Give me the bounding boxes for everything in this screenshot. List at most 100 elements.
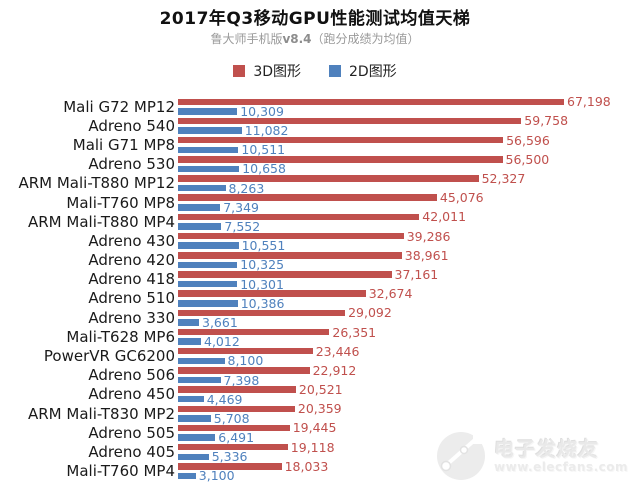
bar-3d: [178, 252, 402, 259]
chart-row: Adreno 420 38,961 10,325: [0, 247, 630, 272]
bar-3d: [178, 347, 313, 355]
value-label-3d: 39,286: [406, 228, 451, 244]
bar-3d: [178, 136, 504, 144]
value-label-2d: 6,491: [218, 430, 255, 446]
bar-2d: [178, 165, 240, 173]
legend-swatch-2d-icon: [329, 65, 341, 77]
value-label-2d: 10,301: [240, 276, 284, 292]
gpu-name-label: Adreno 450: [88, 385, 175, 404]
value-label-3d: 32,674: [368, 286, 413, 302]
value-label-3d: 19,118: [290, 439, 335, 455]
bar-2d: [178, 223, 222, 230]
value-label-2d: 10,511: [241, 142, 286, 158]
subtitle-suffix: （跑分成绩为均值）: [311, 32, 420, 46]
bar-2d: [178, 204, 221, 211]
value-label-3d: 59,758: [524, 113, 569, 129]
value-label-3d: 23,446: [315, 343, 360, 359]
value-label-2d: 5,336: [211, 449, 248, 465]
bar-2d: [178, 338, 201, 345]
bar-2d: [178, 300, 238, 307]
value-label-2d: 10,309: [240, 103, 284, 119]
bar-2d: [178, 415, 211, 422]
gpu-name-label: Adreno 405: [88, 442, 175, 461]
value-label-3d: 29,092: [348, 305, 392, 321]
bar-2d: [178, 261, 238, 269]
value-label-2d: 3,100: [198, 468, 235, 484]
chart-row: Adreno 540 59,758 11,082: [0, 113, 630, 139]
chart-row: Adreno 430 39,286 10,551: [0, 228, 630, 253]
legend-item-3d: 3D图形: [233, 61, 301, 81]
bar-2d: [178, 376, 221, 384]
value-label-3d: 20,359: [297, 401, 342, 417]
bar-3d: [178, 194, 437, 201]
gpu-name-label: Mali-T760 MP4: [66, 462, 175, 481]
chart-row: Mali G71 MP8 56,596 10,511: [0, 132, 630, 158]
value-label-3d: 67,198: [567, 94, 611, 110]
value-label-3d: 42,011: [422, 209, 467, 225]
bar-3d: [178, 232, 404, 240]
value-label-3d: 18,033: [284, 458, 329, 474]
chart-legend: 3D图形 2D图形: [0, 61, 630, 81]
bar-3d: [178, 290, 366, 297]
chart-row: ARM Mali-T830 MP2 20,359 5,708: [0, 401, 630, 426]
bar-3d: [178, 405, 295, 413]
bar-3d: [178, 443, 288, 451]
value-label-3d: 26,351: [332, 324, 377, 340]
bar-2d: [178, 108, 238, 115]
gpu-name-label: Adreno 510: [88, 289, 175, 308]
chart-row: Adreno 450 20,521 4,469: [0, 383, 630, 406]
watermark: 电子发烧友 www.elecfans.com: [433, 426, 628, 486]
bar-2d: [178, 127, 242, 134]
bar-3d: [178, 463, 282, 470]
bar-2d: [178, 472, 196, 480]
value-label-3d: 56,596: [506, 132, 550, 148]
chart-row: Mali G72 MP12 67,198 10,309: [0, 94, 630, 119]
value-label-3d: 22,912: [312, 362, 357, 378]
bar-2d: [178, 146, 239, 154]
bar-2d: [178, 395, 204, 403]
gpu-name-label: Adreno 530: [88, 155, 175, 174]
bar-3d: [178, 309, 346, 317]
gpu-name-label: Adreno 540: [88, 116, 175, 135]
value-label-3d: 56,500: [505, 151, 550, 167]
chart-row: PowerVR GC6200 23,446 8,100: [0, 343, 630, 368]
chart-row: Adreno 530 56,500 10,658: [0, 151, 630, 177]
gpu-name-label: Mali G72 MP12: [63, 97, 175, 116]
legend-label-3d: 3D图形: [253, 64, 301, 80]
value-label-2d: 7,349: [223, 199, 259, 215]
value-label-2d: 5,708: [213, 410, 250, 426]
value-label-2d: 11,082: [244, 123, 289, 139]
gpu-name-label: Adreno 420: [88, 251, 175, 270]
bar-3d: [178, 424, 290, 432]
legend-label-2d: 2D图形: [349, 64, 397, 80]
value-label-2d: 4,012: [204, 334, 240, 350]
subtitle-prefix: 鲁大师手机版: [210, 32, 283, 46]
value-label-2d: 10,658: [242, 161, 286, 177]
bar-3d: [178, 386, 296, 393]
bar-2d: [178, 280, 238, 288]
gpu-name-label: Mali-T628 MP6: [66, 327, 175, 346]
bar-3d: [178, 98, 564, 106]
chart-row: Adreno 418 37,161 10,301: [0, 266, 630, 292]
value-label-2d: 8,263: [228, 180, 265, 196]
gpu-name-label: Adreno 505: [88, 423, 175, 442]
value-label-3d: 37,161: [394, 266, 439, 282]
value-label-3d: 45,076: [439, 190, 484, 206]
legend-item-2d: 2D图形: [329, 61, 397, 81]
bar-3d: [178, 271, 392, 278]
chart-row: Mali-T628 MP6 26,351 4,012: [0, 324, 630, 350]
value-label-2d: 3,661: [202, 314, 238, 330]
chart-row: Adreno 330 29,092 3,661: [0, 305, 630, 330]
bar-3d: [178, 156, 503, 163]
bar-2d: [178, 453, 209, 461]
bar-2d: [178, 184, 226, 192]
gpu-name-label: ARM Mali-T830 MP2: [28, 404, 175, 423]
elecfans-logo-icon: [433, 426, 490, 486]
chart-row: Adreno 510 32,674 10,386: [0, 286, 630, 310]
gpu-name-label: Adreno 330: [88, 308, 175, 327]
bar-2d: [178, 357, 225, 365]
bar-3d: [178, 328, 330, 336]
bar-3d: [178, 175, 479, 182]
chart-row: Mali-T760 MP8 45,076 7,349: [0, 190, 630, 215]
value-label-3d: 38,961: [404, 247, 449, 263]
